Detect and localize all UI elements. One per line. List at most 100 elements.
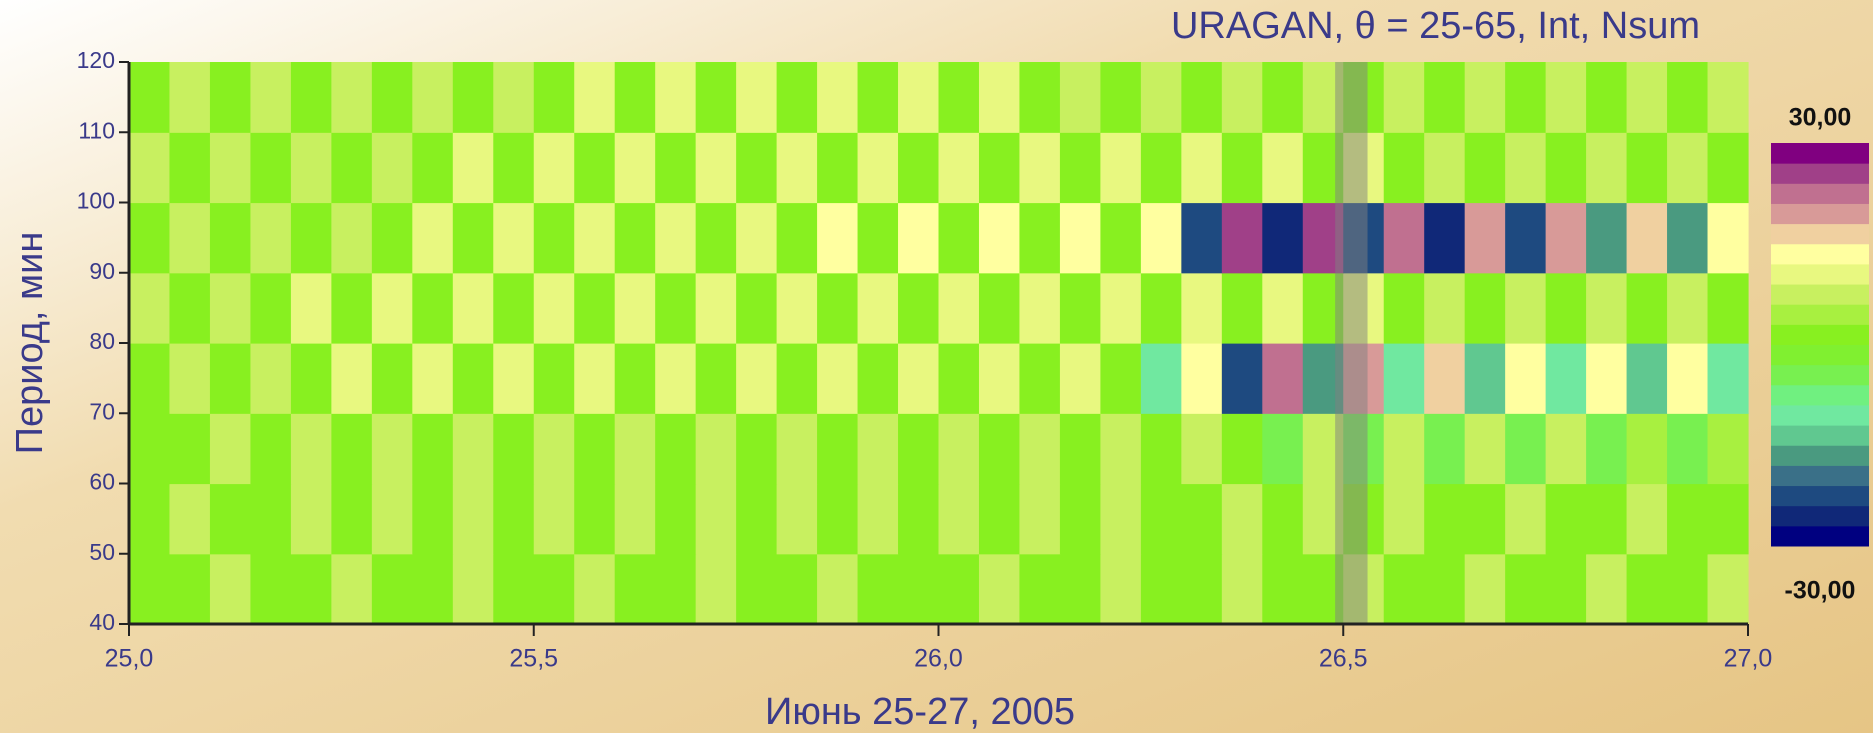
heatmap-cell xyxy=(655,483,697,555)
heatmap-cell xyxy=(1424,553,1466,625)
heatmap-cell xyxy=(817,132,859,204)
heatmap-cell xyxy=(129,62,171,133)
heatmap-cell xyxy=(250,483,292,555)
heatmap-cell xyxy=(1505,202,1547,274)
heatmap-cell xyxy=(209,413,252,485)
heatmap-cell xyxy=(1424,272,1466,344)
x-tick-label: 27,0 xyxy=(1724,645,1773,673)
heatmap-cell xyxy=(371,553,413,625)
heatmap-cell xyxy=(1464,272,1506,344)
heatmap-cell xyxy=(695,413,737,485)
heatmap-cell xyxy=(493,62,535,133)
heatmap-cell xyxy=(1424,483,1466,555)
heatmap-cell xyxy=(129,483,171,555)
heatmap-cell xyxy=(250,202,292,274)
heatmap-cell xyxy=(1262,483,1304,555)
heatmap-cell xyxy=(1667,132,1709,204)
heatmap-cell xyxy=(1667,553,1709,625)
heatmap-cell xyxy=(978,62,1021,133)
heatmap-cell xyxy=(129,202,171,274)
heatmap-cell xyxy=(938,413,980,485)
heatmap-cell xyxy=(209,553,252,625)
heatmap-cell xyxy=(1059,483,1101,555)
heatmap-cell xyxy=(978,553,1021,625)
heatmap-cell xyxy=(129,413,171,485)
heatmap-cell xyxy=(1626,132,1668,204)
heatmap-cell xyxy=(493,132,535,204)
colorbar-swatch xyxy=(1771,525,1869,547)
heatmap-cell xyxy=(1059,202,1101,274)
heatmap-cell xyxy=(817,343,859,414)
heatmap-cell xyxy=(1221,62,1263,133)
heatmap-cell xyxy=(209,272,252,344)
heatmap-cell xyxy=(1059,413,1101,485)
heatmap-cell xyxy=(655,343,697,414)
heatmap-cell xyxy=(736,553,778,625)
heatmap-cell xyxy=(1586,483,1628,555)
heatmap-cell xyxy=(1505,343,1547,414)
heatmap-cell xyxy=(1262,202,1304,274)
heatmap-cell xyxy=(574,343,616,414)
heatmap-cell xyxy=(1545,413,1587,485)
heatmap-cell xyxy=(574,62,616,133)
heatmap-cell xyxy=(209,202,252,274)
heatmap-cell xyxy=(655,272,697,344)
colorbar-swatch xyxy=(1771,425,1869,446)
heatmap-cell xyxy=(817,272,859,344)
heatmap-cell xyxy=(533,483,575,555)
heatmap-cell xyxy=(1667,413,1709,485)
heatmap-cell xyxy=(736,272,778,344)
heatmap-cell xyxy=(1505,483,1547,555)
y-tick-label: 100 xyxy=(77,188,115,214)
heatmap-cell xyxy=(1140,272,1182,344)
heatmap-cell xyxy=(1545,483,1587,555)
heatmap-cell xyxy=(614,483,656,555)
heatmap-cell xyxy=(371,343,413,414)
heatmap-cell xyxy=(250,62,292,133)
y-tick-label: 80 xyxy=(89,328,115,354)
heatmap-cell xyxy=(290,272,332,344)
heatmap-cell xyxy=(817,553,859,625)
heatmap-cell xyxy=(898,62,940,133)
heatmap-cell xyxy=(817,202,859,274)
heatmap-cell xyxy=(1424,413,1466,485)
heatmap-cell xyxy=(776,483,818,555)
colorbar-label: -30,00 xyxy=(1785,577,1856,605)
heatmap-cell xyxy=(614,272,656,344)
heatmap-cell xyxy=(1221,202,1263,274)
heatmap-cell xyxy=(290,343,332,414)
heatmap-cell xyxy=(1626,413,1668,485)
heatmap-cell xyxy=(1464,132,1506,204)
heatmap-cell xyxy=(331,62,373,133)
heatmap-cell xyxy=(452,62,494,133)
heatmap-cell xyxy=(1707,413,1749,485)
heatmap-cell xyxy=(695,202,737,274)
heatmap-cell xyxy=(776,202,818,274)
heatmap-cell xyxy=(1586,62,1628,133)
colorbar-swatch xyxy=(1771,465,1869,487)
heatmap-cell xyxy=(695,343,737,414)
heatmap-cell xyxy=(1626,553,1668,625)
heatmap-cell xyxy=(1262,553,1304,625)
colorbar-swatch xyxy=(1771,364,1869,386)
heatmap-cell xyxy=(1019,553,1061,625)
heatmap-cell xyxy=(736,62,778,133)
colorbar-swatch xyxy=(1771,505,1869,527)
heatmap-cell xyxy=(1019,202,1061,274)
heatmap-cell xyxy=(817,483,859,555)
heatmap-cell xyxy=(1667,272,1709,344)
heatmap-cell xyxy=(655,553,697,625)
heatmap-cell xyxy=(614,132,656,204)
heatmap-cell xyxy=(574,272,616,344)
heatmap-cell xyxy=(1626,343,1668,414)
heatmap-cell xyxy=(452,553,494,625)
chart-title: URAGAN, θ = 25-65, Int, Nsum xyxy=(1171,5,1700,47)
heatmap-cell xyxy=(938,272,980,344)
heatmap-cell xyxy=(1181,553,1223,625)
heatmap-cell xyxy=(331,132,373,204)
heatmap-cell xyxy=(1383,132,1425,204)
heatmap-cell xyxy=(736,132,778,204)
colorbar-swatch xyxy=(1771,163,1869,184)
heatmap-cell xyxy=(1545,272,1587,344)
